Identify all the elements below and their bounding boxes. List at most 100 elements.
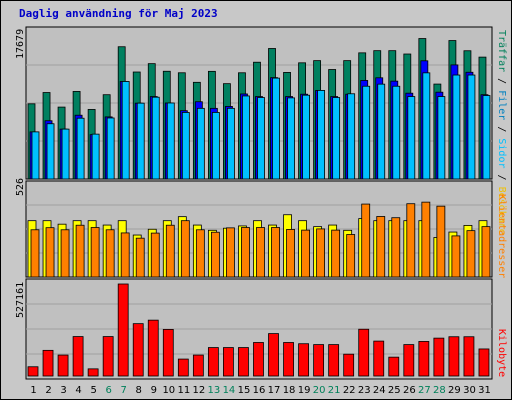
sites-bar (406, 203, 416, 278)
kbytes-bar (388, 356, 400, 377)
pages-bar (347, 93, 356, 180)
x-tick-label: 25 (388, 385, 401, 396)
legend-sep: / (496, 168, 507, 187)
pages-bar (482, 95, 491, 180)
pages-bar (76, 117, 85, 180)
kbytes-bar (253, 342, 264, 377)
pages-bar (392, 85, 401, 180)
pages-bar (257, 97, 265, 180)
kbytes-bar (87, 368, 99, 377)
legend-sep: / (496, 120, 507, 139)
sites-bar (376, 216, 386, 278)
x-tick-label: 14 (223, 385, 236, 396)
bottom-panel-ymax: 527161 (15, 281, 26, 318)
kbytes-bar (102, 336, 114, 377)
legend-sep: / (496, 72, 507, 91)
x-tick-label: 31 (478, 385, 491, 396)
sites-bar (451, 235, 461, 278)
x-tick-label: 12 (193, 385, 206, 396)
bottom-panel-legend: Kilobyte (496, 329, 507, 377)
x-tick-label: 9 (151, 385, 157, 396)
x-tick-label: 24 (373, 385, 386, 396)
kbytes-bar (463, 336, 475, 377)
sites-bar (180, 220, 190, 278)
pages-bar (437, 96, 446, 180)
x-tick-label: 8 (136, 385, 142, 396)
x-tick-label: 6 (105, 385, 111, 396)
x-tick-label: 30 (463, 385, 476, 396)
x-tick-label: 22 (343, 385, 356, 396)
x-tick-label: 11 (177, 385, 190, 396)
kbytes-bar (328, 344, 340, 377)
kbytes-bar (223, 347, 234, 377)
pages-bar (242, 95, 250, 180)
sites-bar (256, 227, 265, 278)
sites-bar (195, 229, 205, 278)
kbytes-bar (433, 337, 445, 377)
kbytes-bar (192, 354, 204, 377)
legend-hits: Träffar (496, 30, 507, 73)
x-tick-label: 5 (90, 385, 96, 396)
kbytes-bar (177, 358, 189, 377)
x-tick-label: 27 (418, 385, 431, 396)
sites-bar (331, 229, 341, 278)
kbytes-bar (283, 342, 294, 377)
x-tick-label: 18 (283, 385, 296, 396)
sites-bar (241, 227, 250, 278)
kbytes-bar (42, 349, 54, 377)
pages-bar (302, 94, 310, 180)
sites-bar (421, 201, 431, 278)
kbytes-bar (418, 341, 430, 377)
sites-bar (301, 229, 310, 278)
x-tick-label: 1 (30, 385, 36, 396)
pages-bar (317, 90, 326, 180)
kbytes-bar (57, 354, 69, 377)
sites-bar (120, 232, 130, 278)
x-tick-label: 20 (313, 385, 326, 396)
kbytes-bar (298, 343, 309, 377)
sites-bar (165, 224, 175, 278)
x-tick-label: 13 (208, 385, 221, 396)
legend-pages: Sidor (496, 138, 507, 169)
kbytes-bar (132, 323, 144, 377)
pages-bar (452, 74, 461, 180)
sites-bar (271, 227, 280, 278)
pages-bar (136, 102, 145, 180)
sites-bar (75, 224, 85, 278)
x-tick-label: 21 (328, 385, 341, 396)
legend-files: Filer (496, 90, 507, 121)
sites-bar (391, 217, 401, 278)
sites-bar (361, 203, 371, 278)
pages-bar (332, 97, 341, 180)
sites-bar (286, 229, 295, 278)
x-tick-label: 26 (403, 385, 416, 396)
x-tick-label: 3 (60, 385, 66, 396)
sites-bar (135, 237, 145, 278)
x-tick-label: 16 (253, 385, 266, 396)
sites-bar (45, 227, 55, 278)
sites-bar (105, 229, 115, 278)
sites-bar (481, 226, 491, 278)
pages-bar (166, 102, 175, 180)
x-tick-label: 15 (238, 385, 251, 396)
x-tick-label: 7 (121, 385, 127, 396)
sites-bar (316, 228, 326, 278)
pages-bar (467, 74, 476, 180)
x-tick-label: 2 (45, 385, 51, 396)
pages-bar (211, 112, 220, 180)
x-tick-label: 17 (268, 385, 281, 396)
sites-bar (30, 229, 40, 278)
legend-sites: Klientadresser (496, 194, 507, 279)
sites-bar (466, 230, 476, 278)
pages-bar (91, 133, 100, 180)
middle-panel-ymax: 526 (15, 177, 26, 196)
pages-bar (46, 123, 55, 180)
kbytes-bar (403, 344, 415, 377)
sites-bar (210, 231, 220, 278)
kbytes-bar (313, 344, 325, 377)
pages-bar (407, 96, 416, 180)
kbytes-bar (207, 347, 219, 377)
x-tick-label: 19 (298, 385, 311, 396)
pages-bar (106, 117, 115, 180)
